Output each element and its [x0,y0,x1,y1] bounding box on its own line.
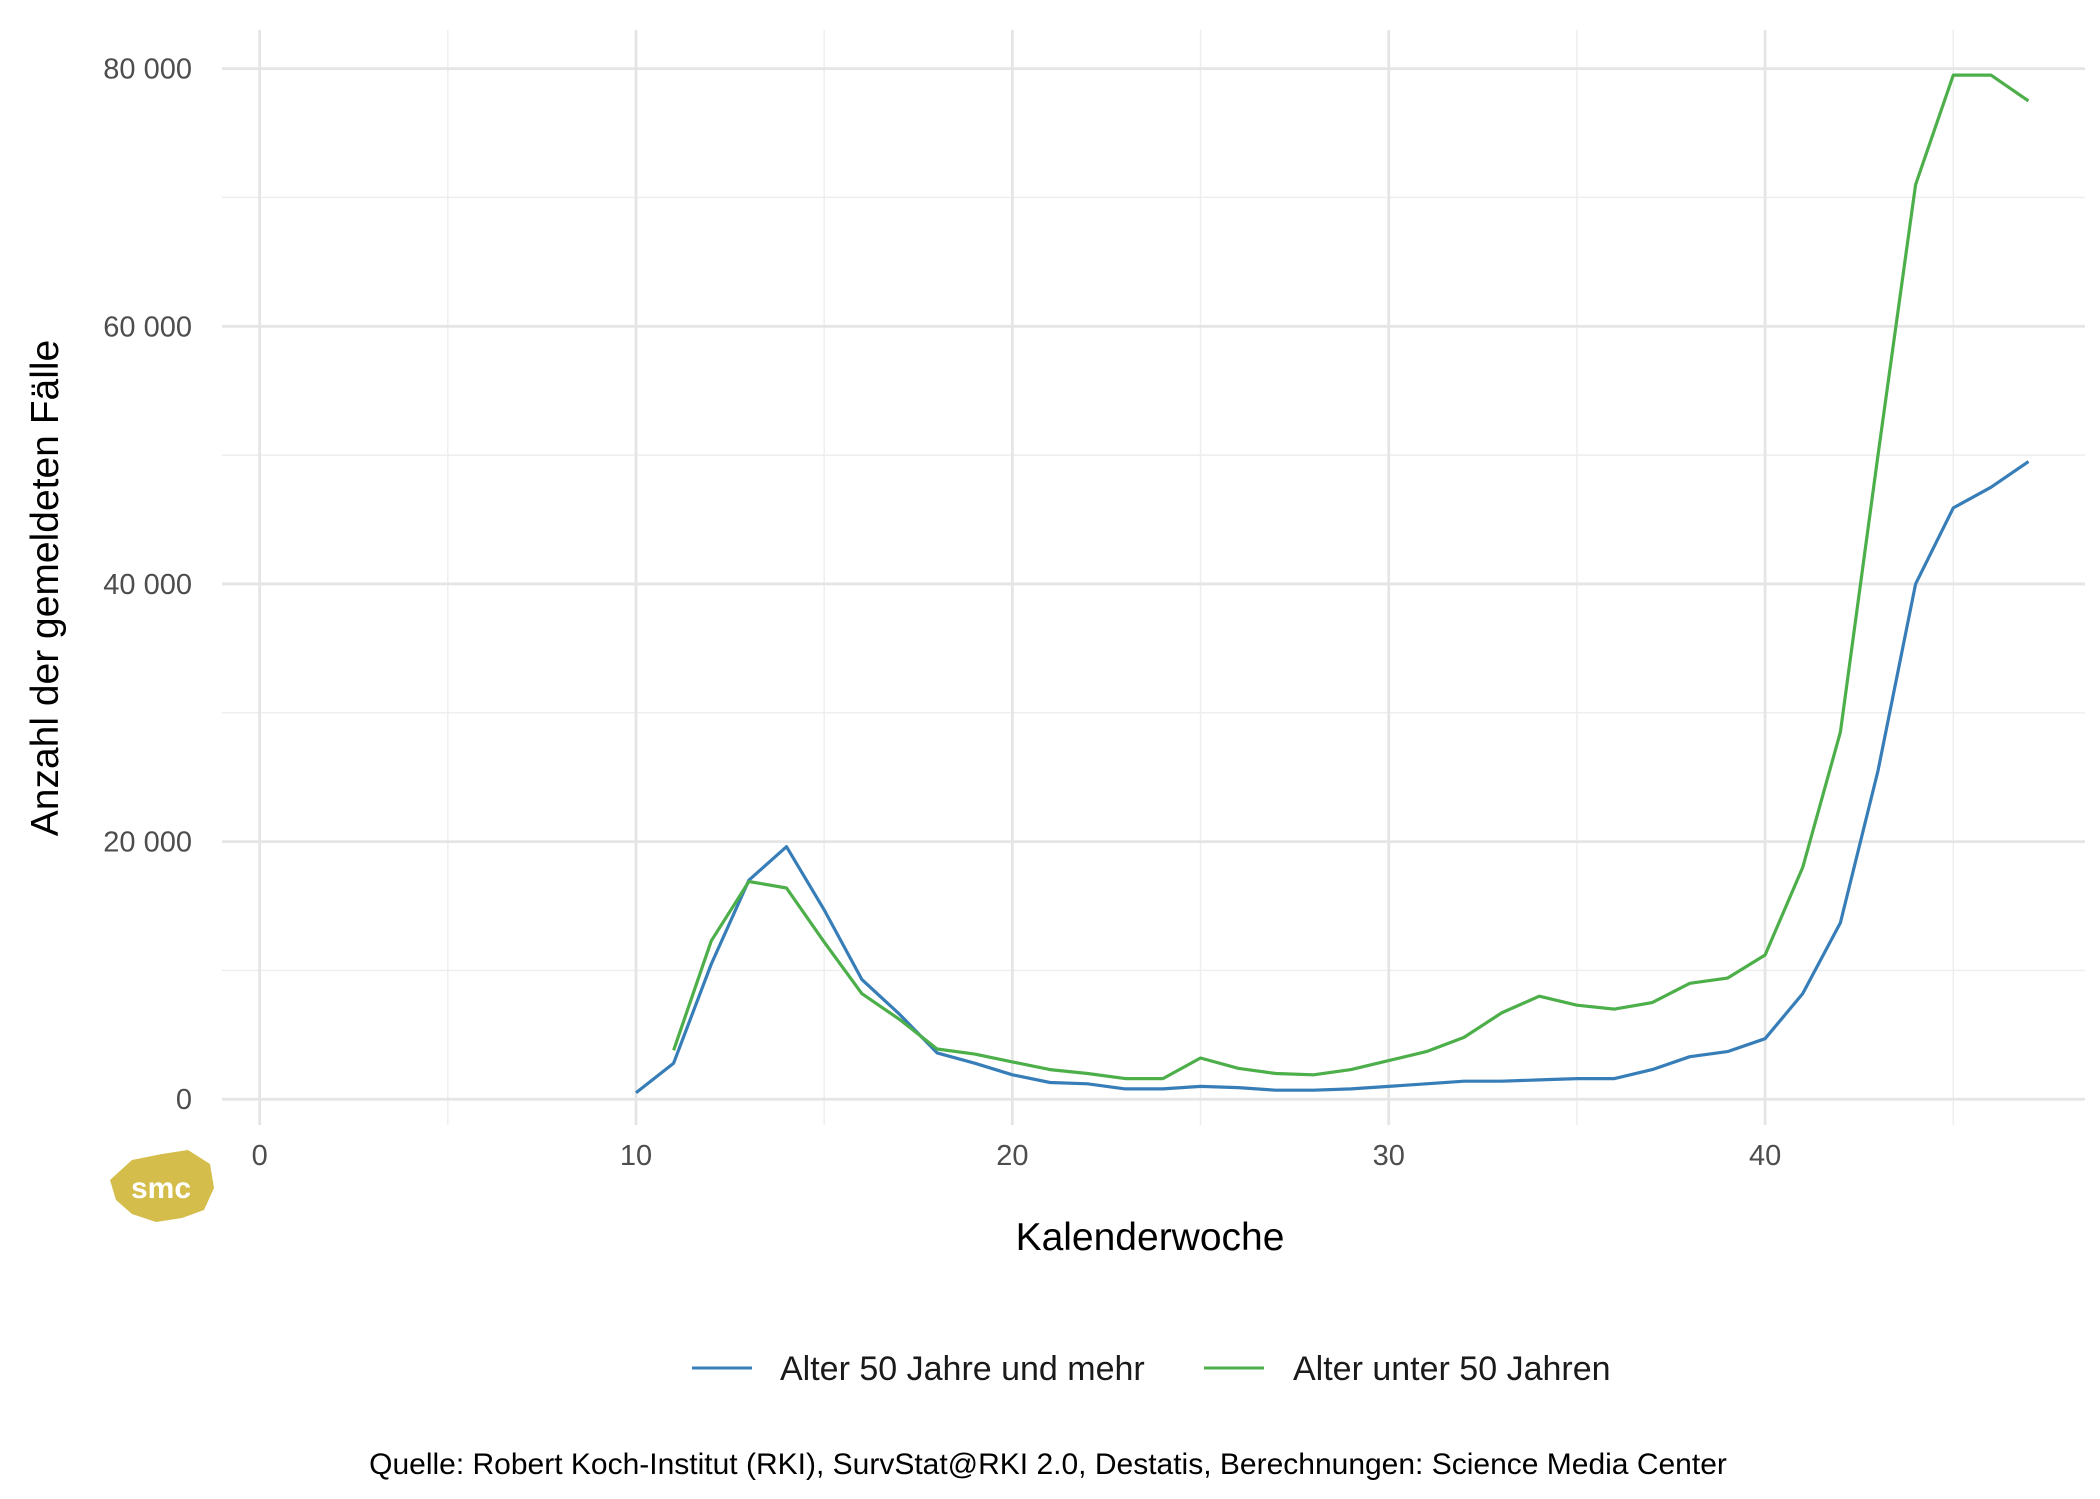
major-gridlines [222,30,2085,1125]
smc-logo-text: smc [131,1172,191,1205]
x-tick-label: 40 [1749,1140,1781,1172]
y-axis-title: Anzahl der gemeldeten Fälle [24,340,67,836]
series-line-1 [635,460,2030,1095]
x-tick-label: 0 [252,1140,268,1172]
x-axis-title: Kalenderwoche [1016,1216,1285,1259]
y-tick-label: 60 000 [103,311,192,343]
x-tick-label: 10 [620,1140,652,1172]
y-tick-label: 80 000 [103,54,192,86]
minor-gridlines [222,30,2085,1125]
legend-label-series-1: Alter 50 Jahre und mehr [780,1350,1145,1388]
x-tick-label: 20 [996,1140,1028,1172]
source-caption: Quelle: Robert Koch-Institut (RKI), Surv… [369,1448,1727,1481]
y-tick-label: 20 000 [103,827,192,859]
y-tick-label: 40 000 [103,569,192,601]
series-line-2 [672,73,2030,1081]
series-lines [635,73,2030,1095]
y-axis-tick-labels: 0 20 000 40 000 60 000 80 000 [103,54,192,1117]
legend: Alter 50 Jahre und mehr Alter unter 50 J… [692,1350,1611,1388]
legend-label-series-2: Alter unter 50 Jahren [1293,1350,1611,1388]
smc-logo: smc [110,1150,214,1222]
x-axis-tick-labels: 0 10 20 30 40 [252,1140,1782,1172]
y-tick-label: 0 [176,1084,192,1116]
smc-logo-shape [110,1150,214,1222]
x-tick-label: 30 [1373,1140,1405,1172]
